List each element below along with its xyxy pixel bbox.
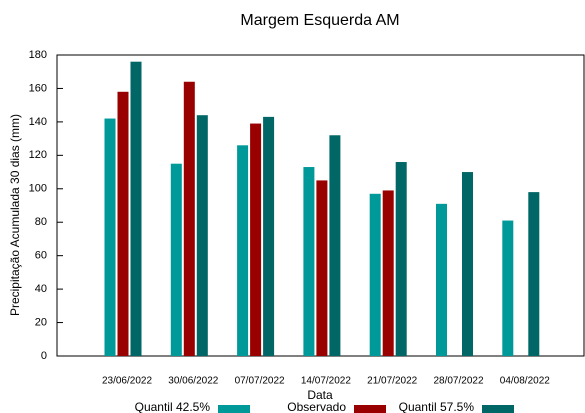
y-tick-label: 180 — [29, 49, 47, 61]
legend-swatch — [482, 405, 514, 413]
y-tick-label: 0 — [41, 350, 47, 362]
y-tick-label: 40 — [35, 283, 47, 295]
chart-title: Margem Esquerda AM — [240, 12, 399, 29]
x-tick-label: 14/07/2022 — [301, 376, 351, 387]
bar — [316, 180, 328, 356]
bar — [130, 61, 142, 356]
x-tick-label: 30/06/2022 — [168, 376, 218, 387]
x-tick-label: 28/07/2022 — [433, 376, 483, 387]
bar — [237, 145, 249, 356]
bar — [395, 162, 407, 356]
bar — [104, 118, 116, 357]
y-tick-label: 120 — [29, 149, 47, 161]
bar — [183, 81, 195, 356]
x-tick-label: 23/06/2022 — [102, 376, 152, 387]
y-tick-label: 20 — [35, 316, 47, 328]
bar — [528, 192, 540, 356]
legend-label: Quantil 57.5% — [399, 400, 475, 413]
bar — [329, 135, 341, 356]
legend-swatch — [354, 405, 386, 413]
bar — [303, 167, 315, 356]
legend-label: Observado — [287, 400, 346, 413]
bar — [502, 220, 514, 356]
bar — [369, 193, 381, 356]
bar — [462, 172, 473, 356]
legend-swatch — [218, 405, 250, 413]
y-tick-label: 100 — [29, 183, 47, 195]
y-tick-label: 140 — [29, 116, 47, 128]
bar — [170, 163, 182, 356]
y-tick-label: 80 — [35, 216, 47, 228]
x-tick-label: 21/07/2022 — [367, 376, 417, 387]
bar — [250, 123, 262, 356]
bar — [117, 91, 129, 357]
legend-label: Quantil 42.5% — [135, 400, 211, 413]
bar — [263, 116, 275, 356]
x-tick-label: 04/08/2022 — [500, 376, 550, 387]
bar — [382, 190, 394, 356]
y-tick-label: 60 — [35, 250, 47, 262]
x-axis-label: Data — [307, 388, 333, 402]
x-tick-label: 07/07/2022 — [235, 376, 285, 387]
bar — [196, 115, 208, 356]
y-axis-label: Precipitação Acumulada 30 dias (mm) — [8, 114, 22, 316]
bar — [436, 203, 447, 356]
y-tick-label: 160 — [29, 82, 47, 94]
